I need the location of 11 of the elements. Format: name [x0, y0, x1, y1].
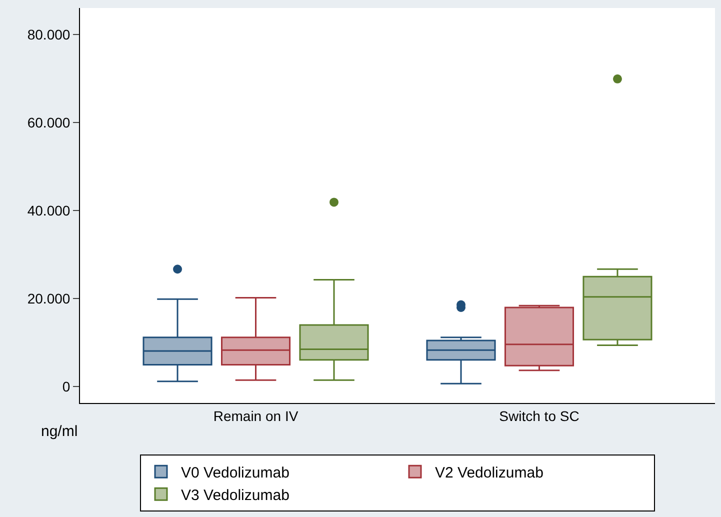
- legend-label: V2 Vedolizumab: [435, 464, 544, 482]
- y-tick-label: 0: [62, 378, 70, 395]
- y-tick-label: 60.000: [27, 114, 70, 130]
- y-tick-label: 80.000: [27, 26, 70, 42]
- y-tick-label: 40.000: [27, 202, 70, 218]
- x-tick-label: Switch to SC: [499, 408, 580, 424]
- legend-label: V0 Vedolizumab: [181, 464, 290, 482]
- x-tick-label: Remain on IV: [213, 408, 299, 424]
- y-axis-title: ng/ml: [41, 423, 78, 440]
- y-tick-label: 20.000: [27, 290, 70, 307]
- legend-label: V3 Vedolizumab: [181, 486, 290, 504]
